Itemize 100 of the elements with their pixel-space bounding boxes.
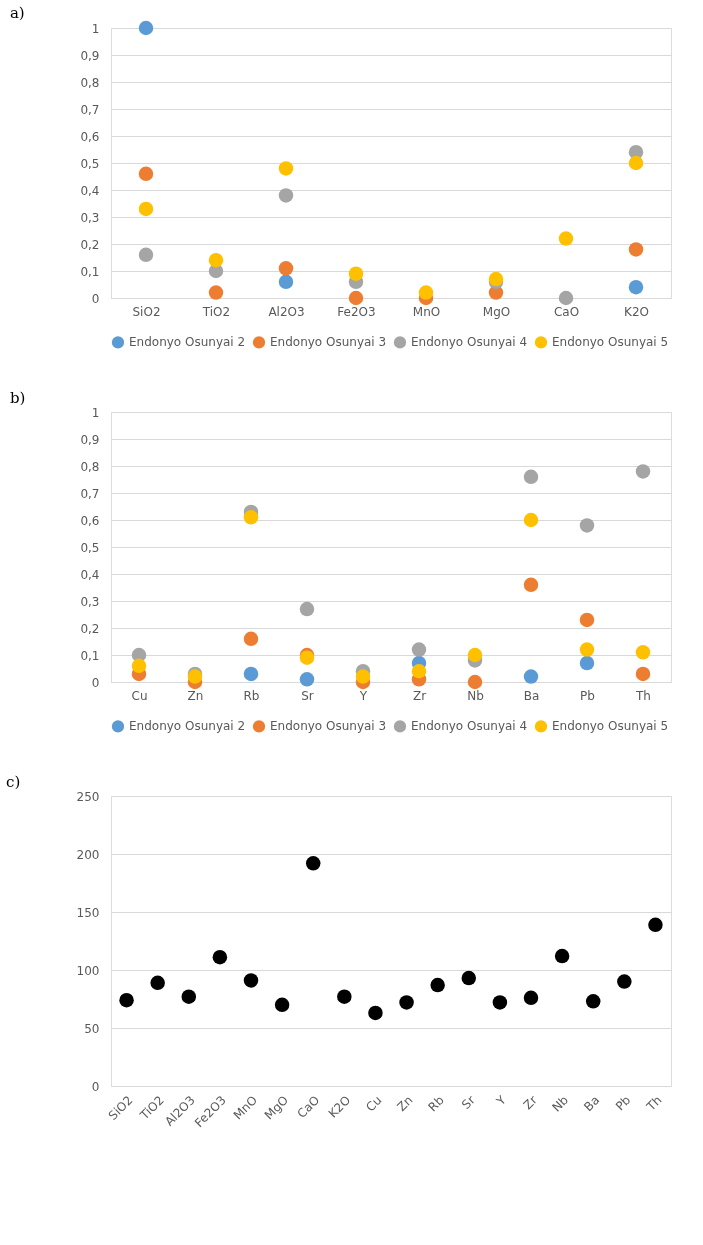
y-tick-label: 0,9	[80, 48, 100, 63]
point	[579, 518, 595, 533]
y-tick-label: 0,7	[80, 102, 100, 117]
point	[523, 990, 539, 1006]
point	[138, 201, 154, 217]
x-tick-label: Ba	[581, 1093, 603, 1115]
point	[467, 647, 483, 663]
point	[628, 279, 644, 295]
legend-label: Endonyo Osunyai 2	[129, 719, 246, 734]
y-tick-label: 0,7	[80, 486, 100, 501]
x-tick-label: Pb	[612, 1093, 634, 1114]
y-tick-label: 0,5	[80, 156, 100, 171]
chart-title: c)	[6, 773, 21, 791]
y-tick-label: 0	[91, 1079, 100, 1094]
point	[492, 995, 508, 1010]
x-tick-label: Th	[643, 1093, 665, 1115]
point	[430, 977, 445, 993]
x-tick-label: Rb	[425, 1093, 447, 1115]
point	[138, 247, 154, 263]
point	[150, 975, 165, 990]
x-tick-label: Al2O3	[268, 304, 305, 319]
point	[243, 510, 259, 525]
point	[299, 672, 315, 687]
point	[635, 645, 651, 660]
point	[558, 231, 574, 246]
legend-label: Endonyo Osunyai 3	[270, 719, 387, 734]
x-tick-label: TiO2	[201, 304, 231, 319]
x-tick-label: MgO	[482, 304, 511, 319]
point	[355, 669, 371, 684]
y-tick-label: 0,1	[80, 648, 100, 663]
point	[523, 577, 539, 593]
point	[558, 290, 574, 306]
x-tick-label: Y	[358, 688, 368, 703]
point	[523, 469, 539, 485]
y-tick-label: 0,1	[80, 264, 100, 279]
point	[243, 631, 259, 647]
point	[628, 242, 644, 257]
y-tick-label: 0,6	[80, 129, 100, 144]
point	[635, 666, 651, 682]
x-tick-label: Sr	[458, 1093, 478, 1112]
y-tick-label: 0,4	[80, 183, 100, 198]
point	[181, 989, 197, 1004]
point	[635, 464, 651, 479]
point	[278, 161, 294, 176]
x-tick-label: Sr	[301, 688, 314, 703]
y-tick-label: 0,6	[80, 513, 100, 528]
x-tick-label: Nb	[467, 688, 484, 703]
x-tick-label: Ba	[523, 688, 540, 703]
x-tick-label: Th	[635, 688, 651, 703]
point	[348, 266, 364, 281]
point	[579, 642, 595, 657]
legend-label: Endonyo Osunyai 5	[552, 719, 669, 734]
point	[138, 166, 154, 182]
point	[278, 188, 294, 203]
x-tick-label: Cu	[131, 688, 148, 703]
x-tick-label: Pb	[580, 688, 595, 703]
point	[523, 512, 539, 528]
point	[131, 658, 147, 674]
point	[461, 970, 477, 986]
point	[368, 1005, 383, 1021]
y-tick-label: 250	[76, 789, 100, 804]
point	[278, 274, 294, 290]
y-tick-label: 0	[91, 675, 100, 690]
point	[523, 669, 539, 684]
y-tick-label: 200	[76, 847, 100, 862]
y-tick-label: 0,5	[80, 540, 100, 555]
point	[585, 994, 601, 1009]
x-tick-label: Rb	[243, 688, 260, 703]
y-tick-label: 0,8	[80, 75, 100, 90]
x-tick-label: Zn	[187, 688, 204, 703]
point	[579, 612, 595, 628]
chart-title: a)	[9, 3, 25, 22]
point	[411, 663, 427, 679]
x-tick-label: CaO	[553, 304, 580, 319]
point	[411, 642, 427, 657]
legend-label: Endonyo Osunyai 5	[552, 335, 669, 350]
point	[305, 856, 321, 871]
point	[212, 950, 228, 965]
legend-label: Endonyo Osunyai 3	[270, 335, 387, 350]
legend-label: Endonyo Osunyai 4	[411, 719, 528, 734]
y-tick-label: 0,9	[80, 432, 100, 447]
legend-label: Endonyo Osunyai 4	[411, 335, 528, 350]
x-tick-label: Y	[493, 1092, 510, 1109]
point	[348, 290, 364, 306]
y-tick-label: 0	[91, 291, 100, 306]
point	[467, 674, 483, 690]
y-tick-label: 100	[76, 963, 100, 978]
y-tick-label: 1	[91, 21, 100, 36]
point	[119, 992, 134, 1008]
point	[243, 973, 259, 988]
point	[243, 666, 259, 682]
x-tick-label: Zr	[412, 688, 427, 703]
x-tick-label: Zn	[394, 1093, 416, 1115]
x-tick-label: SiO2	[132, 304, 161, 319]
x-tick-label: Fe2O3	[337, 304, 376, 319]
point	[138, 20, 154, 36]
y-tick-label: 150	[76, 905, 100, 920]
point	[648, 917, 663, 932]
y-tick-label: 0,3	[80, 210, 100, 225]
y-tick-label: 0,3	[80, 594, 100, 609]
